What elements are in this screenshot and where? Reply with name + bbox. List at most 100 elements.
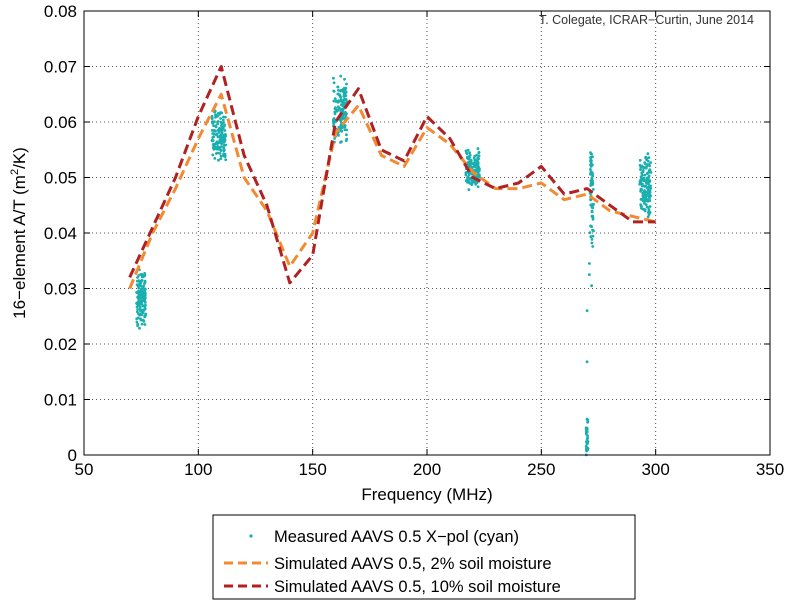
measured-point	[212, 147, 216, 151]
measured-point	[214, 113, 218, 117]
measured-point	[219, 148, 223, 152]
measured-point	[639, 203, 643, 207]
measured-point	[136, 276, 139, 279]
measured-point	[222, 149, 226, 153]
measured-point	[138, 326, 141, 330]
measured-point	[143, 307, 147, 310]
measured-point	[220, 130, 224, 134]
y-tick-label: 0	[68, 446, 77, 465]
measured-point	[645, 181, 649, 185]
measured-point	[143, 323, 147, 326]
measured-point	[139, 290, 143, 293]
measured-point	[336, 105, 340, 109]
measured-point	[223, 123, 227, 127]
measured-point	[139, 273, 143, 276]
measured-point	[464, 149, 468, 153]
measured-point	[477, 173, 481, 177]
measured-point	[590, 210, 594, 214]
measured-point	[212, 143, 216, 146]
measured-point	[136, 296, 140, 299]
measured-point	[646, 152, 650, 156]
measured-point	[644, 166, 648, 170]
measured-point	[585, 449, 589, 453]
measured-point	[141, 308, 145, 312]
x-axis-label: Frequency (MHz)	[361, 485, 492, 504]
measured-point	[646, 190, 650, 193]
measured-point	[333, 112, 337, 116]
measured-point	[585, 431, 588, 434]
measured-point	[590, 284, 593, 288]
measured-point	[476, 162, 480, 166]
measured-point	[647, 213, 651, 217]
y-axis-label-superscript: 2	[9, 169, 21, 175]
measured-point	[646, 215, 650, 219]
measured-point	[586, 442, 589, 445]
measured-point	[470, 179, 474, 183]
y-tick-label: 0.01	[44, 391, 77, 410]
measured-point	[143, 272, 147, 276]
measured-point	[586, 434, 589, 438]
measured-point	[139, 309, 143, 313]
measured-point	[342, 93, 346, 96]
measured-point	[339, 129, 343, 133]
measured-point	[477, 154, 481, 158]
measured-point	[339, 123, 343, 127]
plot-frame	[83, 10, 771, 456]
measured-point	[224, 158, 228, 162]
measured-point	[647, 156, 651, 160]
measured-point	[338, 93, 341, 96]
measured-point	[589, 235, 593, 239]
y-tick-label: 0.08	[44, 2, 77, 21]
measured-point	[340, 109, 344, 112]
measured-point	[212, 132, 216, 136]
measured-point	[591, 155, 594, 159]
measured-point	[648, 205, 652, 208]
measured-point	[138, 284, 142, 287]
measured-point	[467, 162, 471, 166]
measured-point	[588, 273, 591, 276]
measured-point	[338, 126, 342, 130]
plot-area	[84, 11, 770, 455]
legend-marker-measured	[249, 534, 253, 538]
measured-point	[468, 151, 472, 155]
measured-point	[211, 136, 215, 139]
measured-point	[589, 224, 593, 228]
legend-label-10pct: Simulated AAVS 0.5, 10% soil moisture	[274, 578, 561, 596]
measured-point	[466, 148, 470, 152]
measured-point	[588, 231, 592, 235]
measured-point	[342, 86, 346, 90]
measured-point	[339, 74, 343, 78]
measured-point	[211, 139, 215, 142]
measured-point	[140, 303, 144, 306]
measured-point	[224, 115, 227, 119]
measured-point	[214, 146, 218, 149]
measured-point	[219, 154, 223, 158]
measured-point	[222, 143, 226, 147]
measured-point	[467, 188, 471, 192]
measured-point	[592, 202, 595, 206]
measured-point	[466, 156, 469, 160]
measured-point	[343, 77, 346, 81]
measured-point	[220, 127, 223, 131]
measured-point	[586, 420, 589, 424]
measured-points	[135, 74, 653, 457]
measured-point	[140, 275, 144, 279]
y-tick-label: 0.02	[44, 335, 77, 354]
measured-point	[646, 206, 650, 209]
measured-point	[217, 158, 220, 162]
measured-point	[219, 135, 223, 139]
measured-point	[591, 234, 595, 238]
measured-point	[211, 153, 215, 157]
measured-point	[646, 185, 650, 189]
measured-point	[223, 153, 227, 157]
measured-point	[646, 199, 650, 203]
measured-point	[648, 179, 652, 183]
measured-point	[137, 312, 140, 315]
measured-point	[135, 305, 139, 309]
x-tick-label: 200	[413, 460, 441, 479]
x-tick-label: 350	[756, 460, 784, 479]
measured-point	[585, 417, 589, 421]
x-tick-label: 250	[527, 460, 555, 479]
measured-point	[649, 161, 652, 165]
measured-point	[220, 142, 224, 146]
